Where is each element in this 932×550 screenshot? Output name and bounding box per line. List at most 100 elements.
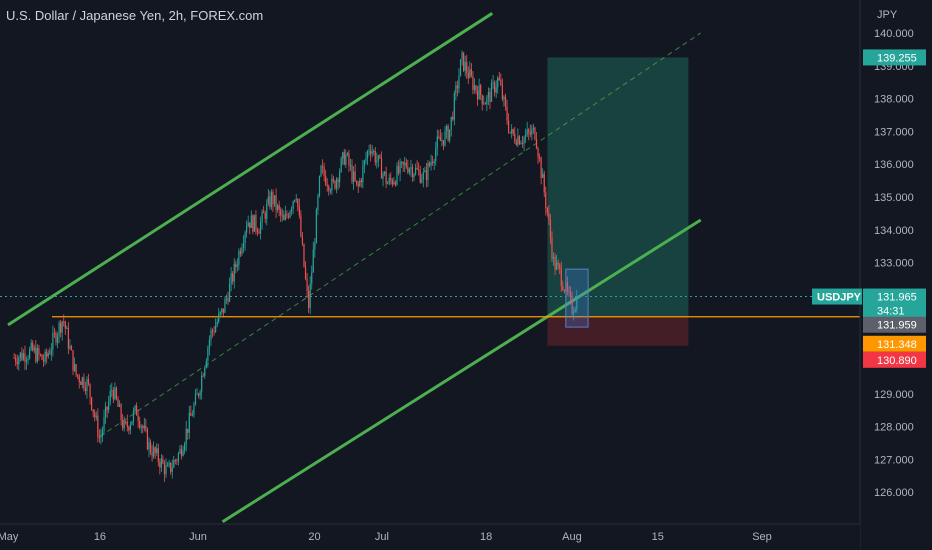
- candle-body: [436, 136, 438, 149]
- candle-body: [42, 359, 45, 362]
- candle-body: [129, 424, 131, 431]
- candle-body: [521, 143, 524, 145]
- candle-body: [125, 421, 127, 423]
- candle-body: [401, 161, 403, 163]
- price-label: 131.959: [877, 320, 917, 332]
- candle-body: [494, 82, 496, 93]
- price-label: 139.255: [877, 52, 917, 64]
- y-tick-label: 135.000: [874, 192, 914, 204]
- candle-body: [252, 215, 254, 232]
- candle-body: [428, 163, 431, 166]
- candle-body: [239, 251, 242, 254]
- candle-body: [253, 214, 255, 232]
- candle-body: [452, 116, 454, 120]
- candle-body: [50, 349, 52, 354]
- candle-body: [115, 387, 118, 399]
- candle-body: [197, 393, 200, 396]
- y-tick-label: 133.000: [874, 258, 914, 270]
- candle-body: [312, 249, 314, 273]
- candle-body: [548, 212, 550, 220]
- candle-body: [264, 213, 266, 219]
- candle-body: [256, 229, 259, 233]
- candle-body: [528, 129, 530, 133]
- candle-body: [227, 298, 229, 302]
- price-label: 130.890: [877, 355, 917, 367]
- candle-body: [46, 351, 48, 357]
- candle-body: [576, 297, 578, 310]
- candle-body: [103, 417, 105, 431]
- candle-body: [75, 364, 77, 375]
- candle-body: [191, 415, 193, 417]
- candle-body: [204, 367, 206, 377]
- candle-body: [160, 458, 162, 468]
- candle-body: [131, 420, 133, 425]
- candle-body: [269, 196, 271, 207]
- candle-body: [199, 391, 201, 396]
- candle-body: [503, 96, 505, 100]
- candle-body: [410, 167, 412, 169]
- candle-body: [332, 178, 335, 181]
- candle-body: [241, 247, 243, 254]
- candle-body: [80, 382, 82, 385]
- x-tick-label: 16: [94, 531, 106, 543]
- candle-body: [393, 182, 395, 185]
- candle-body: [560, 268, 562, 286]
- candle-body: [475, 85, 477, 91]
- candle-body: [78, 376, 80, 383]
- y-tick-label: 138.000: [874, 94, 914, 106]
- candle-body: [225, 298, 228, 300]
- candle-body: [509, 131, 511, 133]
- price-axis-panel: [860, 0, 932, 550]
- candle-body: [534, 127, 536, 140]
- candle-body: [221, 308, 223, 312]
- candle-body: [331, 178, 333, 191]
- candle-body: [215, 325, 217, 333]
- candle-body: [421, 179, 423, 183]
- candle-body: [81, 377, 83, 385]
- channel-midline: [99, 32, 701, 437]
- candle-body: [518, 136, 521, 145]
- candle-body: [16, 361, 18, 365]
- candle-body: [390, 177, 392, 181]
- candle-body: [177, 453, 180, 461]
- candle-body: [441, 140, 443, 142]
- candle-body: [273, 195, 276, 205]
- candle-body: [190, 412, 192, 416]
- price-label-bg: [863, 288, 926, 305]
- candle-body: [97, 415, 99, 437]
- x-tick-label: Sep: [752, 531, 772, 543]
- candle-body: [504, 96, 507, 107]
- candle-body: [487, 92, 490, 98]
- candle-body: [309, 283, 311, 309]
- candle-body: [84, 387, 87, 392]
- candle-body: [492, 82, 494, 84]
- candle-body: [61, 321, 63, 333]
- candle-body: [481, 95, 483, 104]
- candle-body: [39, 354, 42, 356]
- candle-body: [267, 196, 269, 204]
- candle-body: [104, 406, 107, 418]
- candle-body: [427, 163, 429, 181]
- candle-body: [151, 452, 153, 457]
- candle-body: [303, 243, 305, 267]
- candle-body: [300, 215, 302, 237]
- candle-body: [180, 448, 183, 456]
- candle-body: [137, 415, 139, 422]
- candle-body: [363, 160, 366, 167]
- candle-body: [128, 426, 130, 431]
- candle-body: [210, 330, 212, 340]
- candle-body: [132, 411, 135, 421]
- candle-body: [284, 213, 286, 220]
- candle-body: [328, 186, 330, 191]
- candle-body: [49, 353, 51, 355]
- candle-body: [439, 137, 441, 141]
- candle-body: [83, 377, 85, 388]
- candle-body: [277, 205, 279, 210]
- candle-body: [44, 351, 46, 362]
- x-tick-label: May: [0, 531, 19, 543]
- candle-body: [535, 139, 538, 149]
- candle-body: [139, 421, 141, 428]
- candle-body: [470, 69, 472, 76]
- candle-body: [24, 353, 26, 362]
